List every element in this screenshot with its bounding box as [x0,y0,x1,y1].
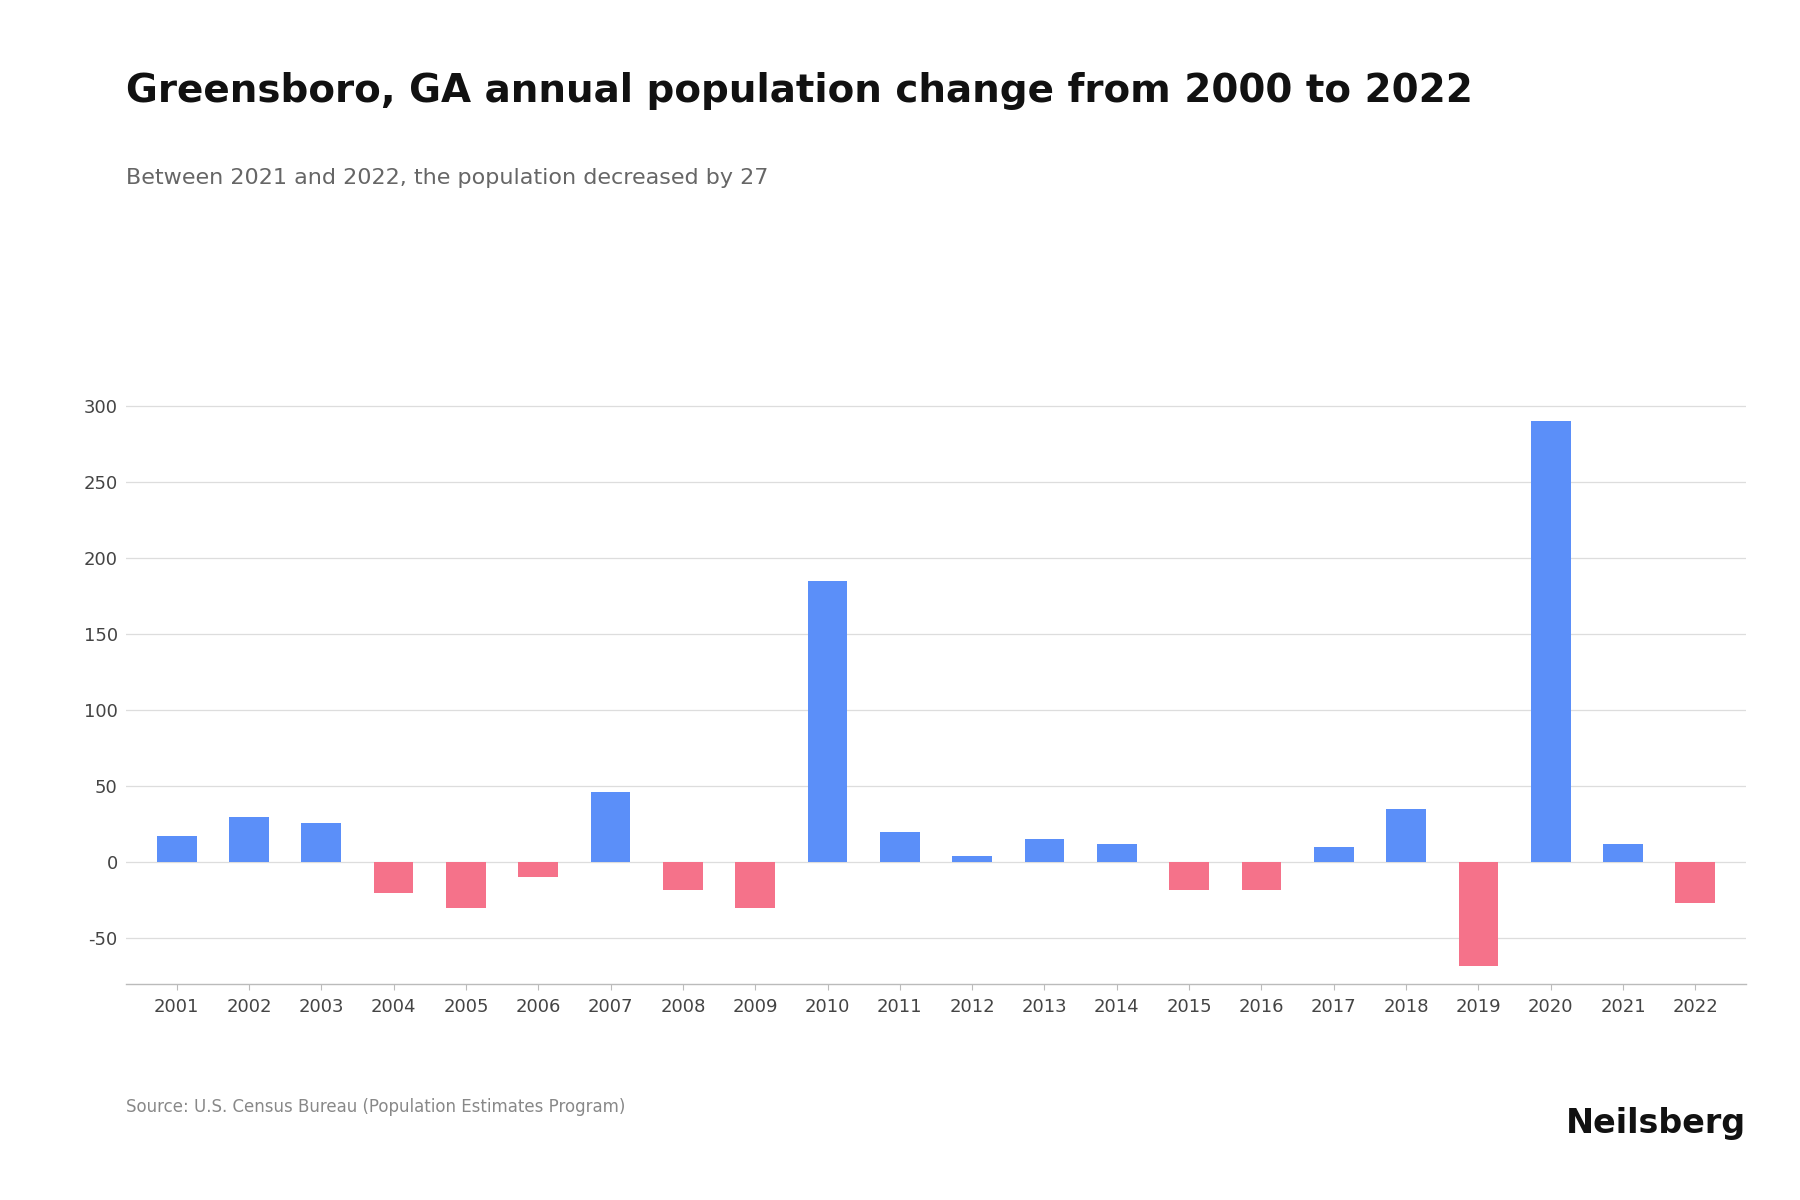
Bar [1024,840,1064,863]
Bar [1170,863,1210,889]
Text: Source: U.S. Census Bureau (Population Estimates Program): Source: U.S. Census Bureau (Population E… [126,1098,625,1116]
Bar [1530,421,1571,863]
Bar [1096,844,1136,863]
Bar [952,856,992,863]
Text: Between 2021 and 2022, the population decreased by 27: Between 2021 and 2022, the population de… [126,168,769,188]
Bar [590,792,630,863]
Bar [446,863,486,908]
Bar [518,863,558,877]
Bar [1314,847,1354,863]
Bar [1604,844,1643,863]
Text: Neilsberg: Neilsberg [1566,1106,1746,1140]
Bar [1676,863,1715,904]
Bar [1458,863,1498,966]
Text: Greensboro, GA annual population change from 2000 to 2022: Greensboro, GA annual population change … [126,72,1472,110]
Bar [1242,863,1282,889]
Bar [374,863,414,893]
Bar [301,823,342,863]
Bar [808,581,848,863]
Bar [736,863,776,908]
Bar [229,816,268,863]
Bar [662,863,702,889]
Bar [157,836,196,863]
Bar [1386,809,1426,863]
Bar [880,832,920,863]
